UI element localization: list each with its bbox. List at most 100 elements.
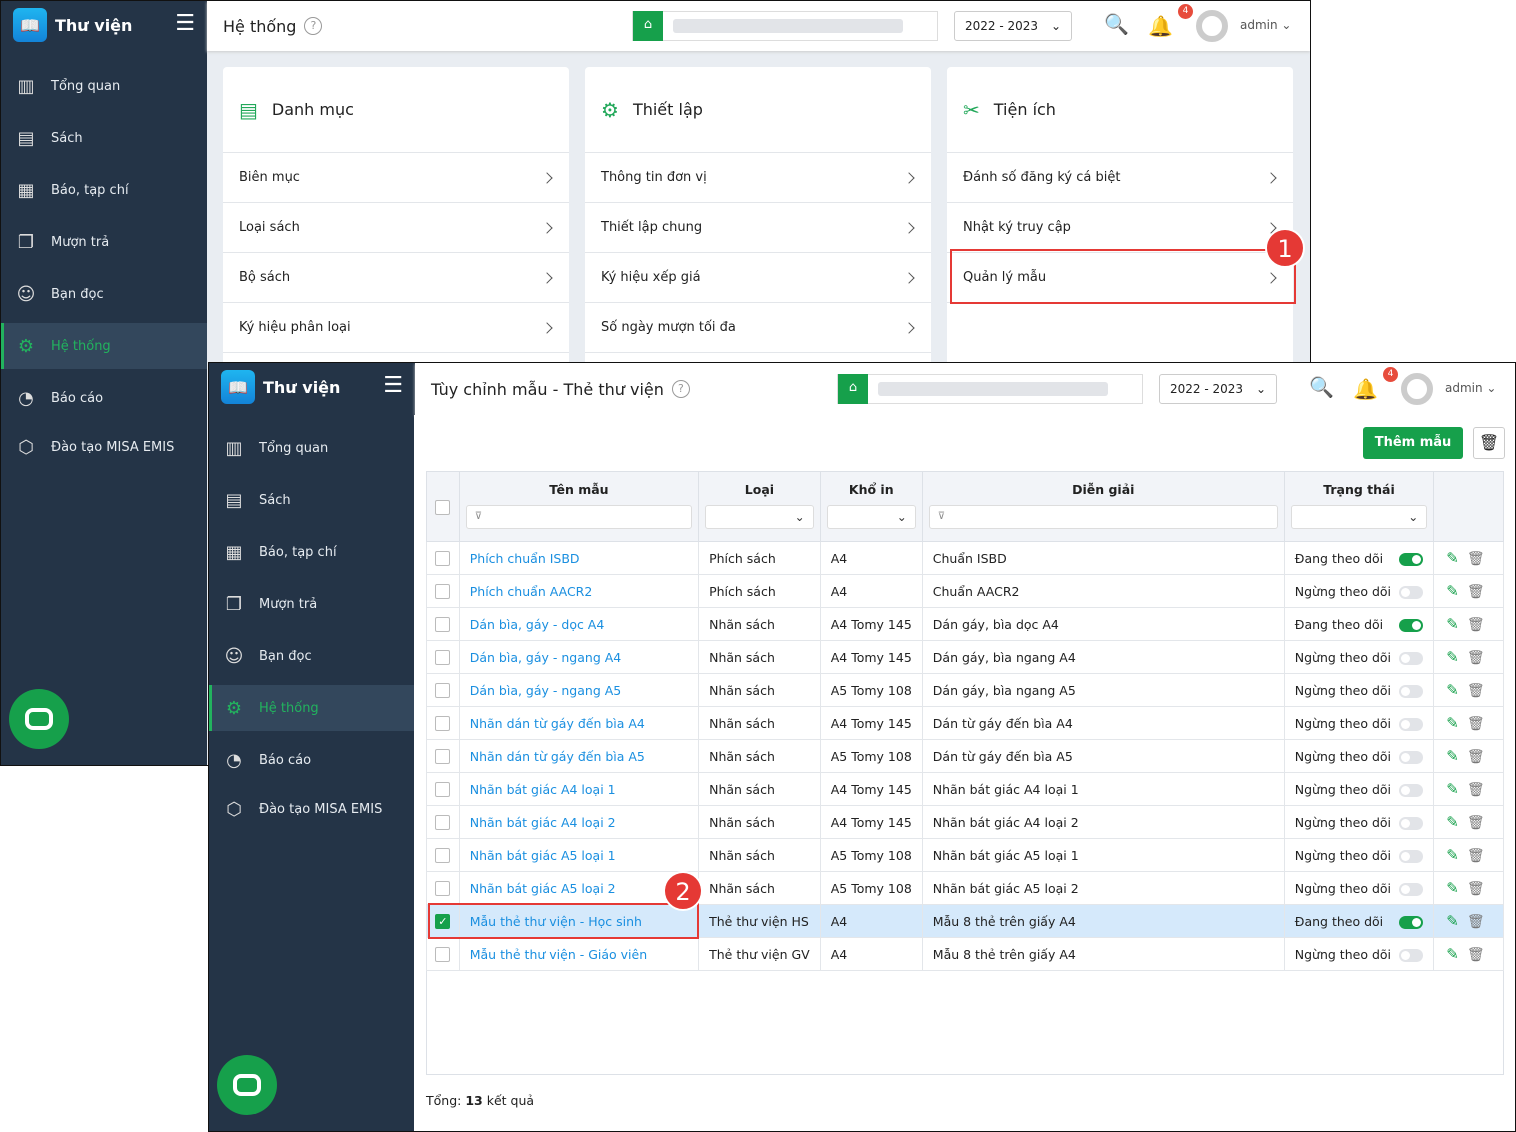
- filter-select[interactable]: ⌄: [826, 505, 916, 529]
- sidebar-item-7[interactable]: ⬡ Đào tạo MISA EMIS: [209, 786, 415, 832]
- card-item[interactable]: Biên mục: [223, 153, 569, 203]
- table-row[interactable]: Mẫu thẻ thư viện - Giáo viên Thẻ thư việ…: [426, 937, 1504, 971]
- edit-icon[interactable]: ✎: [1446, 846, 1459, 864]
- trash-icon[interactable]: 🗑: [1466, 650, 1485, 666]
- table-row[interactable]: Nhãn dán từ gáy đến bìa A4 Nhãn sách A4 …: [426, 706, 1504, 740]
- sidebar-item-5[interactable]: ⚙ Hệ thống: [1, 323, 207, 369]
- edit-icon[interactable]: ✎: [1446, 912, 1459, 930]
- edit-icon[interactable]: ✎: [1446, 813, 1459, 831]
- sidebar-item-1[interactable]: ▤ Sách: [1, 115, 207, 161]
- add-template-button[interactable]: Thêm mẫu: [1363, 427, 1463, 459]
- trash-icon[interactable]: 🗑: [1466, 881, 1485, 897]
- template-name-link[interactable]: Nhãn bát giác A5 loại 1: [469, 847, 616, 863]
- card-item[interactable]: Bộ sách: [223, 253, 569, 303]
- sidebar-item-6[interactable]: ◔ Báo cáo: [209, 737, 415, 783]
- template-name-link[interactable]: Nhãn bát giác A5 loại 2: [469, 880, 616, 896]
- card-item[interactable]: Thiết lập chung: [585, 203, 931, 253]
- sidebar-item-0[interactable]: ▥ Tổng quan: [209, 425, 415, 471]
- status-toggle[interactable]: [1399, 948, 1424, 962]
- row-checkbox[interactable]: [435, 847, 451, 863]
- table-row[interactable]: Dán bìa, gáy - ngang A4 Nhãn sách A4 Tom…: [426, 640, 1504, 674]
- template-name-link[interactable]: Phích chuẩn ISBD: [469, 550, 580, 566]
- status-toggle[interactable]: [1399, 849, 1424, 863]
- status-toggle[interactable]: [1399, 717, 1424, 731]
- help-icon[interactable]: ?: [304, 17, 323, 35]
- status-toggle[interactable]: [1399, 585, 1424, 599]
- edit-icon[interactable]: ✎: [1446, 945, 1459, 963]
- trash-icon[interactable]: 🗑: [1466, 617, 1485, 633]
- row-checkbox[interactable]: [435, 649, 451, 665]
- row-checkbox[interactable]: [435, 682, 451, 698]
- filter-input[interactable]: ⊽: [928, 505, 1278, 529]
- template-name-link[interactable]: Mẫu thẻ thư viện - Học sinh: [469, 913, 642, 929]
- row-checkbox[interactable]: [435, 715, 451, 731]
- row-checkbox[interactable]: [435, 814, 451, 830]
- delete-button[interactable]: 🗑: [1473, 427, 1505, 459]
- unit-selector[interactable]: ⌂: [632, 11, 938, 41]
- row-checkbox[interactable]: [435, 550, 451, 566]
- edit-icon[interactable]: ✎: [1446, 714, 1459, 732]
- edit-icon[interactable]: ✎: [1446, 780, 1459, 798]
- table-row[interactable]: ✓ Mẫu thẻ thư viện - Học sinh Thẻ thư vi…: [426, 904, 1504, 938]
- status-toggle[interactable]: [1399, 684, 1424, 698]
- trash-icon[interactable]: 🗑: [1466, 716, 1485, 732]
- school-year-select[interactable]: 2022 - 2023 ⌄: [954, 11, 1072, 41]
- edit-icon[interactable]: ✎: [1446, 879, 1459, 897]
- status-toggle[interactable]: [1399, 552, 1424, 566]
- search-analytics-icon[interactable]: 🔍: [1104, 12, 1129, 36]
- template-name-link[interactable]: Nhãn bát giác A4 loại 2: [469, 814, 616, 830]
- sidebar-item-5[interactable]: ⚙ Hệ thống: [209, 685, 415, 731]
- row-checkbox[interactable]: [435, 583, 451, 599]
- status-toggle[interactable]: [1399, 915, 1424, 929]
- card-item[interactable]: Ký hiệu phân loại: [223, 303, 569, 353]
- bell-icon[interactable]: 🔔: [1148, 14, 1173, 38]
- edit-icon[interactable]: ✎: [1446, 648, 1459, 666]
- card-item[interactable]: Đánh số đăng ký cá biệt: [947, 153, 1293, 203]
- row-checkbox[interactable]: [435, 781, 451, 797]
- avatar[interactable]: [1401, 373, 1433, 405]
- trash-icon[interactable]: 🗑: [1466, 914, 1485, 930]
- card-item[interactable]: Nhật ký truy cập: [947, 203, 1293, 253]
- user-menu[interactable]: admin ⌄: [1445, 381, 1497, 395]
- edit-icon[interactable]: ✎: [1446, 747, 1459, 765]
- row-checkbox[interactable]: ✓: [435, 913, 451, 929]
- table-row[interactable]: Nhãn bát giác A4 loại 2 Nhãn sách A4 Tom…: [426, 805, 1504, 839]
- avatar[interactable]: [1196, 10, 1228, 42]
- trash-icon[interactable]: 🗑: [1466, 584, 1485, 600]
- filter-select[interactable]: ⌄: [1290, 505, 1428, 529]
- template-name-link[interactable]: Mẫu thẻ thư viện - Giáo viên: [469, 946, 648, 962]
- table-row[interactable]: Phích chuẩn ISBD Phích sách A4 Chuẩn ISB…: [426, 541, 1504, 575]
- row-checkbox[interactable]: [435, 616, 451, 632]
- edit-icon[interactable]: ✎: [1446, 582, 1459, 600]
- row-checkbox[interactable]: [435, 946, 451, 962]
- status-toggle[interactable]: [1399, 816, 1424, 830]
- sidebar-item-4[interactable]: ☺ Bạn đọc: [1, 271, 207, 317]
- trash-icon[interactable]: 🗑: [1466, 749, 1485, 765]
- status-toggle[interactable]: [1399, 882, 1424, 896]
- trash-icon[interactable]: 🗑: [1466, 947, 1485, 963]
- edit-icon[interactable]: ✎: [1446, 681, 1459, 699]
- help-icon[interactable]: ?: [671, 380, 690, 398]
- trash-icon[interactable]: 🗑: [1466, 848, 1485, 864]
- sidebar-item-1[interactable]: ▤ Sách: [209, 477, 415, 523]
- template-name-link[interactable]: Nhãn dán từ gáy đến bìa A4: [469, 715, 645, 731]
- select-all-checkbox[interactable]: [435, 500, 451, 515]
- edit-icon[interactable]: ✎: [1446, 549, 1459, 567]
- status-toggle[interactable]: [1399, 651, 1424, 665]
- template-name-link[interactable]: Dán bìa, gáy - dọc A4: [469, 616, 605, 632]
- template-name-link[interactable]: Dán bìa, gáy - ngang A4: [469, 649, 622, 665]
- sidebar-item-0[interactable]: ▥ Tổng quan: [1, 63, 207, 109]
- row-checkbox[interactable]: [435, 880, 451, 896]
- row-checkbox[interactable]: [435, 748, 451, 764]
- card-item[interactable]: Thông tin đơn vị: [585, 153, 931, 203]
- edit-icon[interactable]: ✎: [1446, 615, 1459, 633]
- menu-toggle-icon[interactable]: ☰: [175, 11, 195, 36]
- table-row[interactable]: Dán bìa, gáy - ngang A5 Nhãn sách A5 Tom…: [426, 673, 1504, 707]
- table-row[interactable]: Nhãn bát giác A4 loại 1 Nhãn sách A4 Tom…: [426, 772, 1504, 806]
- template-name-link[interactable]: Nhãn dán từ gáy đến bìa A5: [469, 748, 645, 764]
- chat-button[interactable]: [217, 1055, 277, 1115]
- sidebar-item-6[interactable]: ◔ Báo cáo: [1, 375, 207, 421]
- bell-icon[interactable]: 🔔: [1353, 377, 1378, 401]
- filter-select[interactable]: ⌄: [705, 505, 814, 529]
- table-row[interactable]: Nhãn bát giác A5 loại 1 Nhãn sách A5 Tom…: [426, 838, 1504, 872]
